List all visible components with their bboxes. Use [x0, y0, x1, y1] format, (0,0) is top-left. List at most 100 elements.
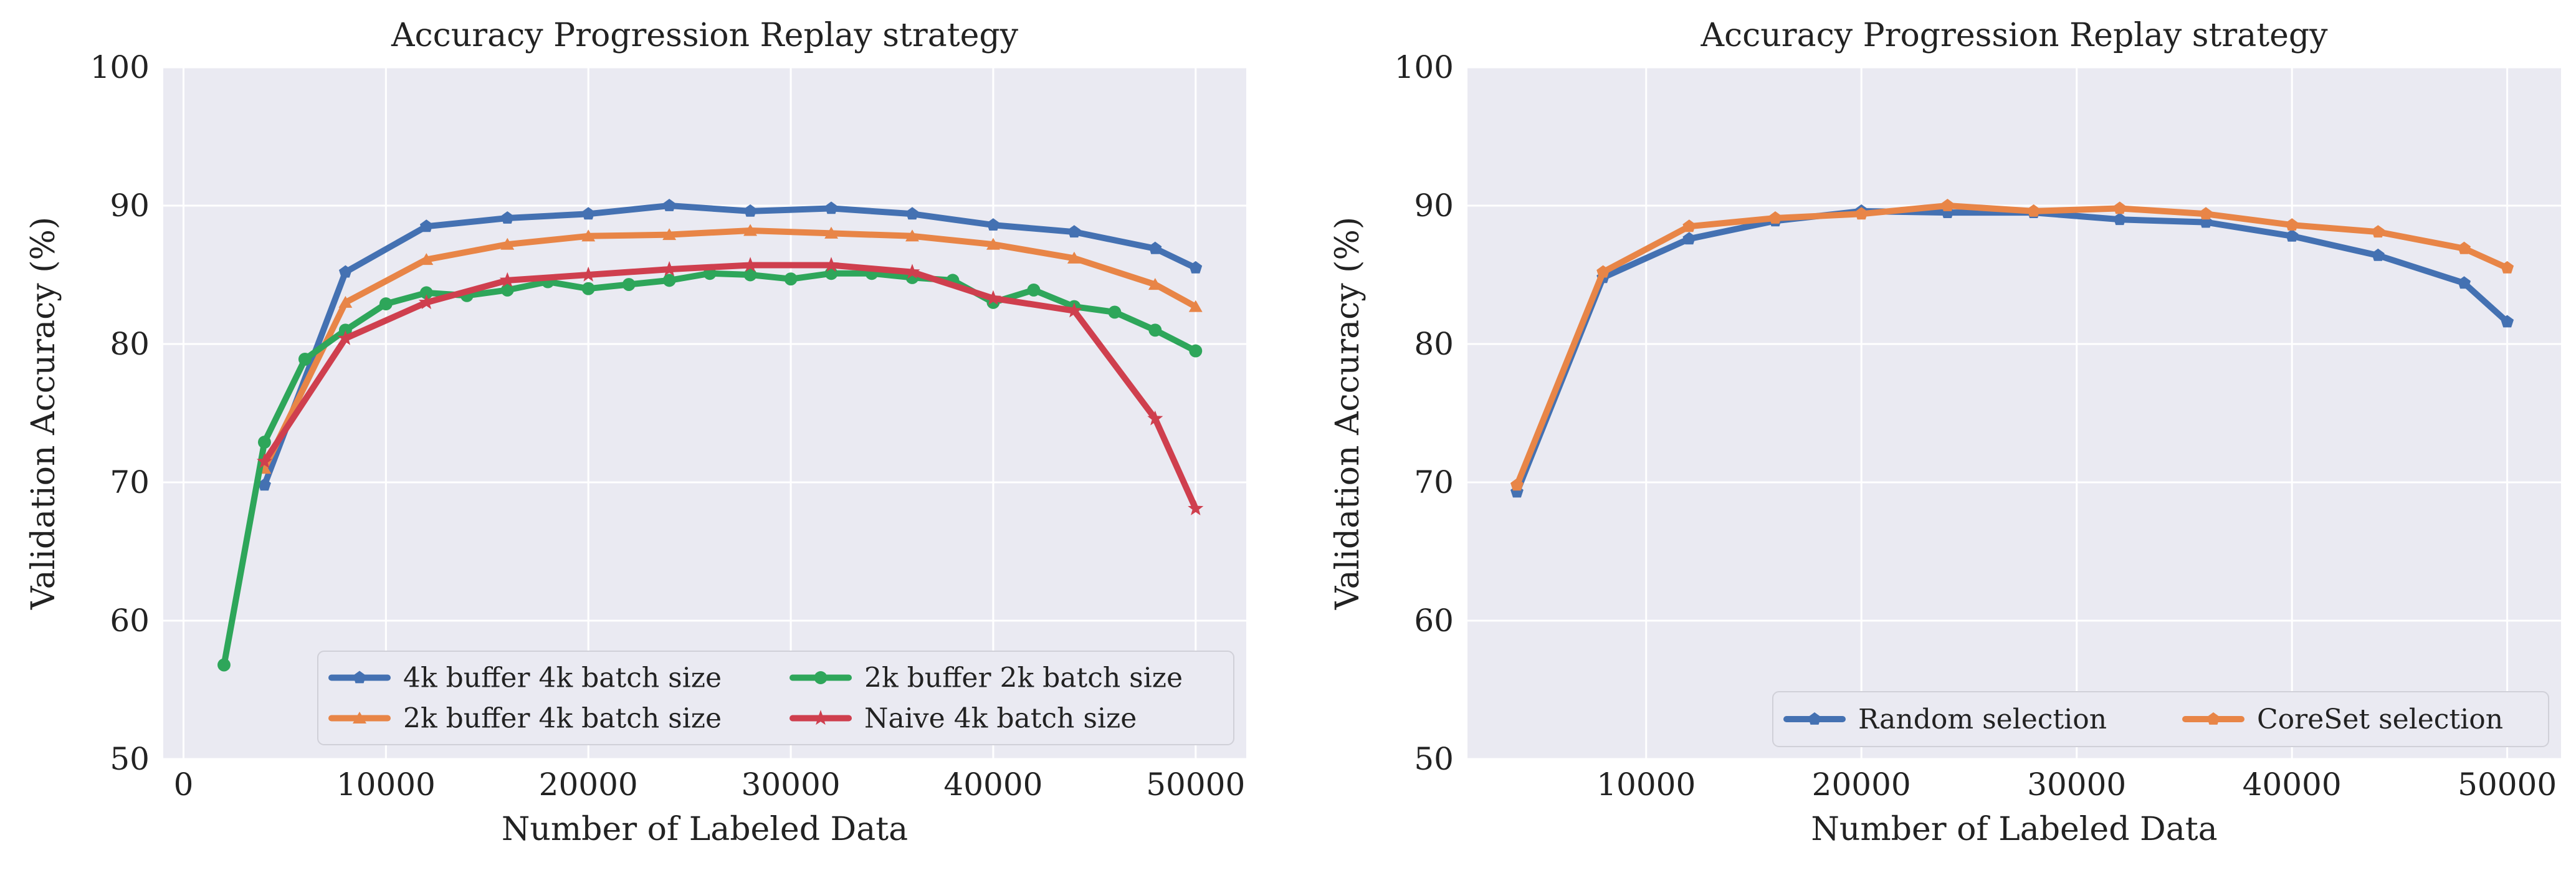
x-tick-label: 10000 — [1596, 766, 1696, 803]
data-point — [824, 201, 838, 214]
y-tick-label: 100 — [90, 49, 150, 85]
data-point — [419, 286, 433, 300]
data-point — [1940, 199, 1954, 211]
data-point — [499, 272, 515, 287]
legend-marker — [2206, 712, 2220, 725]
data-point — [581, 282, 595, 295]
data-point — [1854, 207, 1868, 220]
data-point — [2199, 207, 2213, 220]
y-tick-label: 50 — [110, 741, 150, 777]
data-point — [338, 323, 352, 337]
data-point — [1596, 265, 1610, 278]
data-point — [338, 295, 353, 308]
legend: 4k buffer 4k batch size 2k buffer 4k batc… — [317, 651, 1234, 745]
y-tick-label: 50 — [1414, 741, 1454, 777]
data-point — [500, 211, 514, 224]
data-point — [986, 237, 1000, 250]
data-point — [823, 257, 839, 272]
data-point — [742, 257, 758, 272]
data-point — [2501, 260, 2514, 274]
data-point — [2285, 218, 2299, 231]
y-tick-label: 80 — [1414, 326, 1454, 362]
legend-item: 2k buffer 2k batch size — [789, 662, 1183, 694]
data-point — [662, 228, 677, 241]
y-tick-label: 60 — [110, 603, 150, 639]
series-2k-buffer-4k-batch-size — [257, 224, 1203, 474]
data-point — [580, 266, 596, 282]
data-point — [257, 436, 271, 449]
data-point — [298, 352, 312, 366]
data-point — [1066, 302, 1082, 318]
data-point — [2113, 201, 2127, 214]
data-point — [1067, 251, 1081, 264]
data-point — [1027, 283, 1041, 297]
legend-label: 2k buffer 4k batch size — [403, 703, 722, 735]
data-point — [2285, 229, 2299, 242]
legend-marker — [813, 710, 829, 725]
data-point — [1188, 300, 1203, 312]
x-tick-label: 50000 — [2458, 766, 2557, 803]
data-point — [379, 297, 393, 311]
data-point — [1067, 225, 1081, 238]
chart-title: Accuracy Progression Replay strategy — [1700, 17, 2328, 54]
data-point — [1510, 478, 1524, 491]
data-point — [1682, 219, 1696, 232]
data-point — [256, 453, 272, 469]
legend-label: Naive 4k batch size — [864, 703, 1137, 735]
y-tick-label: 60 — [1414, 603, 1454, 639]
legend-marker — [353, 712, 366, 723]
y-tick-label: 100 — [1395, 49, 1454, 85]
data-point — [419, 219, 433, 232]
y-tick-label: 90 — [110, 188, 150, 224]
data-point — [2113, 212, 2127, 226]
data-point — [2458, 241, 2471, 254]
legend-item: CoreSet selection — [2182, 704, 2503, 735]
data-point — [662, 274, 676, 287]
data-point — [904, 264, 920, 279]
legend-marker — [1808, 712, 1821, 725]
data-point — [1768, 211, 1782, 224]
y-tick-label: 70 — [110, 464, 150, 500]
plot-area — [163, 67, 1246, 759]
legend-label: 2k buffer 2k batch size — [864, 662, 1183, 694]
data-point — [985, 290, 1001, 305]
data-point — [1108, 305, 1122, 319]
data-point — [824, 226, 838, 239]
data-point — [1189, 260, 1203, 274]
data-point — [661, 260, 677, 276]
data-point — [500, 237, 515, 250]
data-point — [1147, 410, 1163, 426]
legend-label: CoreSet selection — [2257, 704, 2503, 735]
data-point — [1682, 232, 1696, 245]
legend-marker — [814, 671, 828, 684]
x-axis-label: Number of Labeled Data — [1811, 811, 2217, 848]
legend-label: Random selection — [1858, 704, 2107, 735]
x-axis-label: Number of Labeled Data — [502, 811, 908, 848]
x-tick-label: 30000 — [742, 766, 841, 803]
data-point — [1148, 278, 1162, 290]
data-point — [1148, 323, 1162, 337]
data-point — [500, 283, 514, 297]
x-tick-label: 20000 — [1812, 766, 1911, 803]
legend-marker — [353, 671, 366, 684]
y-tick-label: 80 — [110, 326, 150, 362]
data-point — [905, 229, 919, 242]
data-point — [1188, 500, 1204, 515]
plot-area — [1467, 67, 2561, 759]
chart-title: Accuracy Progression Replay strategy — [391, 17, 1019, 54]
y-axis-label: Validation Accuracy (%) — [1329, 217, 1367, 610]
series-coreset-selection — [1510, 199, 2514, 491]
x-tick-label: 30000 — [2027, 766, 2126, 803]
data-point — [337, 330, 353, 345]
data-point — [217, 658, 231, 672]
legend-label: 4k buffer 4k batch size — [403, 662, 722, 694]
data-point — [2458, 276, 2471, 289]
data-point — [1148, 241, 1162, 254]
legend-item: Naive 4k batch size — [789, 703, 1137, 735]
data-point — [338, 265, 352, 278]
legend-item: Random selection — [1783, 704, 2107, 735]
series-4k-buffer-4k-batch-size — [258, 199, 1203, 491]
data-point — [2027, 204, 2041, 217]
legend-item: 4k buffer 4k batch size — [328, 662, 722, 694]
